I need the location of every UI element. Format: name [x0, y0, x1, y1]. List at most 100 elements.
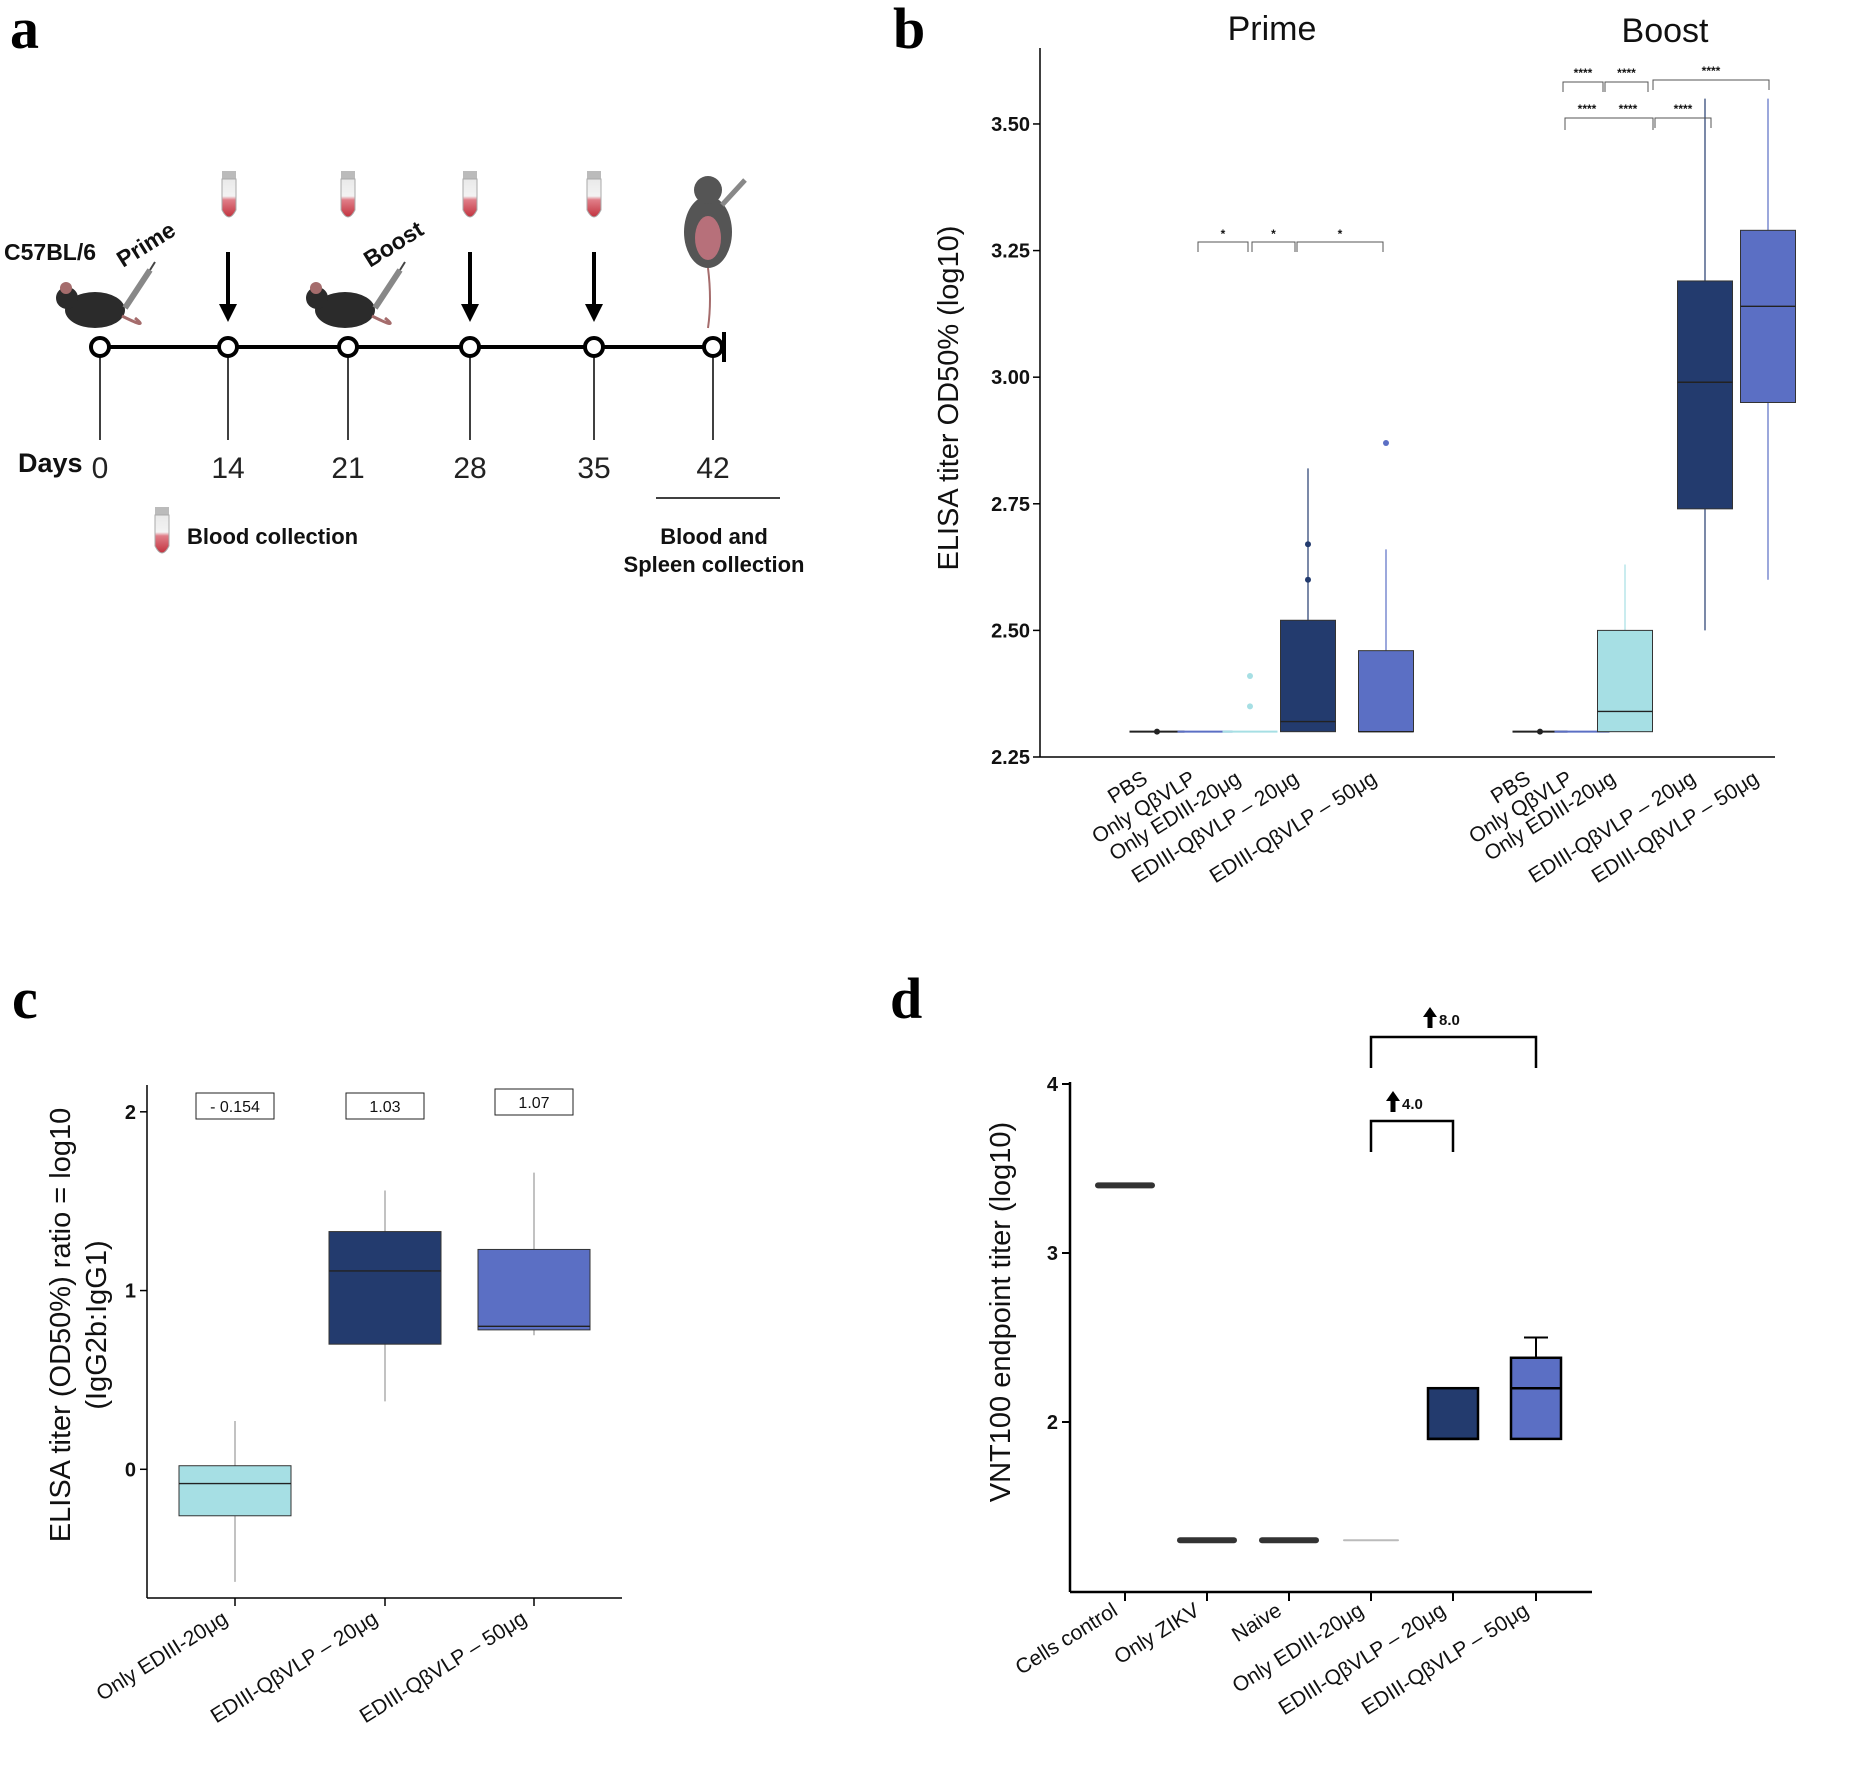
- value-label: - 0.154: [210, 1099, 260, 1116]
- value-label: 1.07: [518, 1095, 549, 1112]
- panel-b: b Prime Boost ELISA titer OD50% (log10) …: [893, 0, 1796, 888]
- day-label: 28: [453, 452, 486, 485]
- day-label: 21: [331, 452, 364, 485]
- outlier-point: [1305, 576, 1311, 583]
- significance-label: *: [1221, 227, 1226, 241]
- mouse-icon: [306, 261, 406, 328]
- arrow-up-icon: [1423, 1007, 1437, 1017]
- value-label-box: [345, 1092, 425, 1120]
- c-category-label: Only EDIII-20μg: [92, 1607, 231, 1706]
- b-y-tick-label: 2.50: [991, 620, 1030, 642]
- d-y-tick-label: 3: [1047, 1243, 1058, 1265]
- significance-label: *: [1271, 227, 1276, 241]
- blood-tube-icon: [462, 171, 478, 218]
- d-y-tick-label: 4: [1047, 1074, 1059, 1096]
- significance-label: ****: [1578, 102, 1597, 116]
- prime-header: Prime: [1228, 10, 1317, 48]
- d-category-label: Cells control: [1011, 1599, 1121, 1680]
- arrow-down-icon: [585, 252, 603, 322]
- b-y-tick-label: 2.25: [991, 747, 1030, 769]
- box: [1509, 1356, 1563, 1441]
- significance-label: ****: [1702, 64, 1721, 78]
- outlier-point: [1305, 541, 1311, 548]
- comparison-bracket: [1369, 1119, 1455, 1152]
- blood-collection-legend: Blood collection: [187, 524, 358, 549]
- mouse-icon: [56, 261, 156, 328]
- d-y-tick-label: 2: [1047, 1412, 1058, 1434]
- mouse-strain-label: C57BL/6: [4, 239, 96, 265]
- blood-tube-icon: [340, 171, 356, 218]
- c-y-tick-label: 0: [125, 1459, 136, 1481]
- significance-bracket: [1197, 241, 1249, 252]
- panel-a-label: a: [10, 0, 39, 61]
- significance-bracket: [1564, 117, 1654, 130]
- boost-header: Boost: [1622, 12, 1709, 50]
- significance-bracket: [1604, 81, 1649, 92]
- d-y-axis-title: VNT100 endpoint titer (log10): [985, 1122, 1017, 1502]
- arrow-down-icon: [219, 252, 237, 322]
- day-label: 0: [92, 452, 109, 485]
- dissected-mouse-icon: [684, 176, 747, 329]
- b-y-tick-label: 3.25: [991, 241, 1030, 263]
- c-y-axis-title-line1: ELISA titer (OD50%) ratio = log10: [45, 1108, 77, 1542]
- day-label: 14: [211, 452, 244, 485]
- significance-bracket: [1296, 241, 1384, 252]
- significance-bracket: [1654, 117, 1712, 128]
- panel-a: a C57BL/6 Prime Boost: [4, 0, 804, 577]
- day-label: 42: [696, 452, 729, 485]
- value-label-box: [195, 1092, 275, 1120]
- arrow-down-icon: [461, 252, 479, 322]
- final-collection-line2: Spleen collection: [624, 552, 805, 577]
- significance-label: ****: [1674, 102, 1693, 116]
- blood-tube-icon: [221, 171, 237, 218]
- days-label: Days: [18, 448, 83, 478]
- b-y-tick-label: 3.50: [991, 114, 1030, 136]
- blood-tube-icon: [154, 507, 170, 554]
- panel-b-label: b: [893, 0, 925, 61]
- arrow-up-icon: [1386, 1091, 1400, 1101]
- panel-d: d VNT100 endpoint titer (log10) 2 3 4 Cell…: [890, 966, 1592, 1720]
- b-y-tick-label: 3.00: [991, 367, 1030, 389]
- arrow-up-stem: [1390, 1100, 1396, 1112]
- final-collection-line1: Blood and: [660, 524, 768, 549]
- box: [1426, 1386, 1480, 1441]
- outlier-point: [1247, 703, 1253, 710]
- b-y-tick-label: 2.75: [991, 494, 1030, 516]
- value-label: 1.03: [369, 1099, 400, 1116]
- box: [178, 1465, 292, 1517]
- day-label: 35: [577, 452, 610, 485]
- boost-label: Boost: [359, 215, 428, 272]
- significance-bracket: [1562, 81, 1604, 92]
- timeline-nodes: [89, 336, 724, 440]
- box: [1358, 650, 1414, 733]
- box: [477, 1248, 591, 1331]
- significance-label: ****: [1617, 66, 1636, 80]
- data-point: [1537, 728, 1543, 735]
- d-category-label: Naive: [1228, 1599, 1286, 1647]
- panel-d-label: d: [890, 966, 922, 1031]
- d-category-label: Only ZIKV: [1110, 1599, 1203, 1669]
- outlier-point: [1247, 672, 1253, 679]
- significance-label: ****: [1619, 102, 1638, 116]
- significance-bracket: [1251, 241, 1296, 252]
- fold-change-label: 4.0: [1402, 1096, 1423, 1113]
- comparison-bracket: [1369, 1035, 1538, 1068]
- box: [1677, 280, 1733, 510]
- significance-label: *: [1338, 227, 1343, 241]
- data-point: [1154, 728, 1160, 735]
- panel-c: c ELISA titer (OD50%) ratio = log10 (IgG…: [12, 966, 622, 1728]
- fold-change-label: 8.0: [1439, 1012, 1460, 1029]
- arrow-up-stem: [1427, 1016, 1433, 1028]
- value-label-box: [494, 1088, 574, 1116]
- c-y-axis-title-line2: (IgG2b:IgG1): [81, 1240, 113, 1409]
- outlier-point: [1383, 440, 1389, 447]
- box: [328, 1231, 442, 1345]
- blood-tube-icon: [586, 171, 602, 218]
- prime-label: Prime: [112, 216, 180, 272]
- significance-bracket: [1652, 79, 1770, 90]
- b-y-axis-title: ELISA titer OD50% (log10): [933, 226, 965, 571]
- box: [1740, 229, 1796, 403]
- box: [1597, 629, 1653, 733]
- c-category-label: EDIII-QβVLP – 50μg: [356, 1607, 531, 1728]
